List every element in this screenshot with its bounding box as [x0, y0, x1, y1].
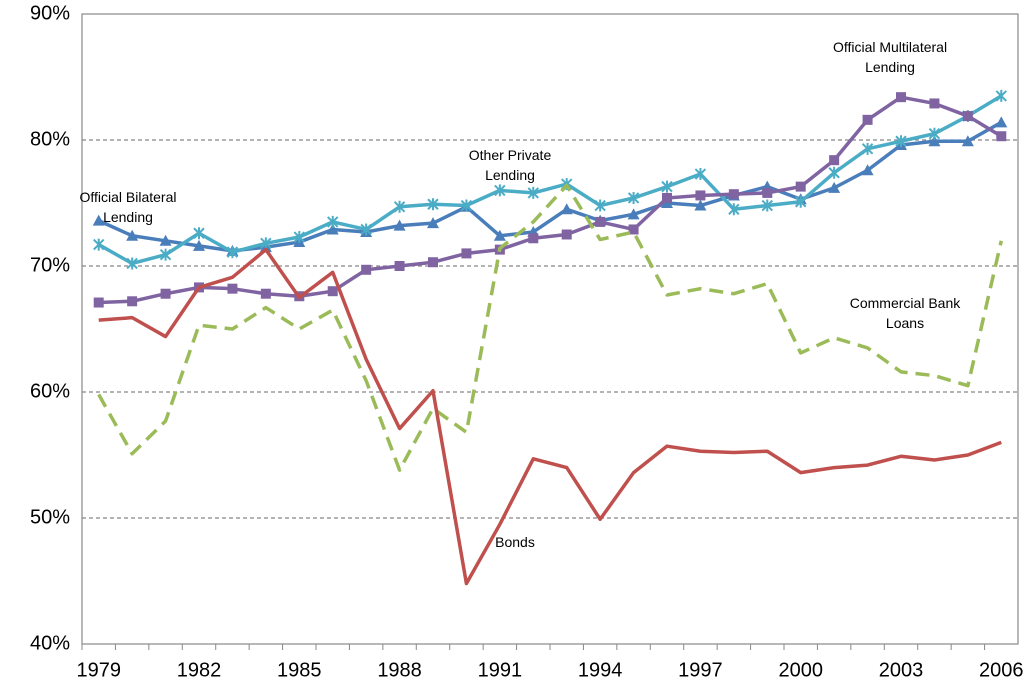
marker — [861, 164, 874, 176]
marker — [293, 231, 305, 244]
marker — [594, 199, 606, 212]
marker — [394, 261, 405, 271]
marker — [662, 192, 672, 203]
x-tick-label: 1991 — [478, 659, 523, 681]
x-tick-label: 1997 — [678, 659, 723, 681]
series-line — [97, 94, 1003, 266]
y-tick-label: 90% — [30, 2, 70, 24]
series-line — [97, 183, 1003, 472]
marker — [661, 180, 673, 193]
marker — [795, 195, 807, 208]
marker — [527, 186, 539, 199]
marker — [829, 155, 840, 166]
series-line — [98, 247, 1002, 586]
series-label: Commercial Bank Loans — [849, 295, 961, 331]
marker — [193, 227, 205, 240]
marker — [93, 297, 104, 308]
marker — [961, 135, 974, 147]
marker — [896, 92, 906, 103]
x-tick-label: 1979 — [76, 659, 121, 681]
series-line — [97, 120, 1003, 253]
marker — [327, 286, 338, 297]
marker — [427, 217, 439, 229]
x-tick-label: 2000 — [778, 659, 823, 681]
marker — [996, 131, 1007, 142]
marker — [260, 237, 272, 250]
y-tick-label: 80% — [30, 128, 70, 150]
y-tick-label: 60% — [30, 380, 70, 402]
marker — [627, 191, 640, 204]
marker — [561, 229, 572, 240]
marker — [761, 199, 773, 212]
marker — [393, 200, 406, 213]
marker — [895, 135, 907, 148]
marker — [428, 257, 438, 268]
marker — [694, 199, 707, 211]
marker — [126, 229, 139, 241]
series-line — [98, 95, 1003, 305]
marker — [929, 98, 940, 109]
marker — [427, 198, 439, 211]
marker — [862, 114, 873, 125]
marker — [126, 257, 138, 270]
marker — [227, 283, 238, 294]
y-tick-label: 70% — [30, 254, 70, 276]
marker — [995, 116, 1008, 128]
marker — [560, 203, 573, 215]
marker — [326, 223, 339, 235]
marker — [159, 248, 172, 261]
marker — [461, 248, 472, 259]
marker — [695, 190, 706, 201]
marker — [460, 199, 473, 212]
marker — [393, 219, 406, 231]
marker — [528, 233, 539, 244]
marker — [728, 189, 739, 200]
series-label: Official Bilateral Lending — [79, 189, 177, 225]
marker — [226, 246, 239, 259]
marker — [828, 181, 841, 193]
x-tick-label: 1994 — [578, 659, 623, 681]
marker — [928, 135, 941, 147]
marker — [494, 184, 506, 197]
series-label: Other Private Lending — [468, 147, 552, 183]
marker — [92, 214, 105, 226]
marker — [628, 224, 639, 235]
marker — [728, 203, 740, 216]
marker — [595, 216, 606, 227]
marker — [861, 142, 874, 155]
series-label: Bonds — [495, 534, 535, 550]
marker — [160, 288, 171, 299]
marker — [127, 296, 138, 307]
y-tick-label: 40% — [30, 632, 70, 654]
x-tick-label: 2003 — [879, 659, 924, 681]
x-tick-label: 1985 — [277, 659, 322, 681]
marker — [93, 238, 105, 251]
marker — [962, 111, 973, 122]
marker — [995, 89, 1007, 102]
marker — [795, 181, 806, 192]
x-tick-label: 1982 — [177, 659, 222, 681]
marker — [928, 127, 941, 140]
marker — [361, 264, 372, 275]
x-tick-label: 2006 — [979, 659, 1024, 681]
marker — [159, 234, 172, 246]
series-label: Official Multilateral Lending — [832, 39, 948, 75]
marker — [694, 168, 707, 181]
marker — [360, 223, 372, 236]
marker — [828, 166, 840, 179]
marker — [762, 187, 773, 198]
marker — [260, 288, 271, 299]
y-tick-label: 50% — [30, 506, 70, 528]
marker — [493, 229, 506, 241]
marker — [193, 239, 205, 251]
marker — [327, 215, 339, 228]
marker — [627, 208, 640, 220]
x-tick-label: 1988 — [377, 659, 422, 681]
